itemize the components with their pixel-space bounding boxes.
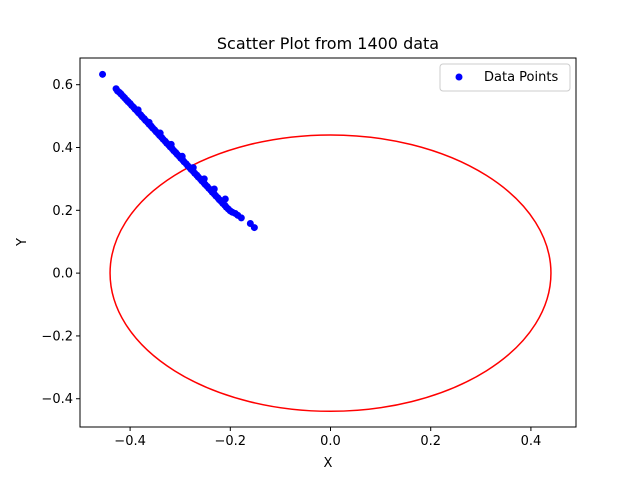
y-tick-label: 0.0 bbox=[52, 267, 73, 282]
chart-title: Scatter Plot from 1400 data bbox=[217, 34, 439, 53]
legend-marker bbox=[455, 73, 463, 81]
y-tick-label: 0.4 bbox=[52, 141, 73, 156]
x-axis-ticks: −0.4 −0.2 0.0 0.2 0.4 bbox=[114, 427, 541, 449]
data-point bbox=[210, 185, 218, 193]
legend-box bbox=[439, 63, 571, 92]
x-tick-label: −0.4 bbox=[114, 434, 146, 449]
y-axis-label: Y bbox=[15, 238, 30, 247]
x-tick-label: 0.4 bbox=[521, 434, 542, 449]
data-point bbox=[134, 106, 142, 114]
red-ellipse-curve bbox=[109, 134, 552, 413]
plot-frame bbox=[79, 57, 577, 428]
legend: Data Points bbox=[439, 63, 571, 92]
data-point bbox=[237, 214, 245, 222]
plot-area bbox=[80, 58, 576, 427]
y-tick-label: 0.2 bbox=[52, 204, 73, 219]
data-point bbox=[99, 70, 107, 78]
y-tick-label: −0.2 bbox=[41, 329, 73, 344]
legend-label: Data Points bbox=[484, 70, 558, 85]
data-point bbox=[145, 118, 153, 126]
y-axis-ticks: −0.4 −0.2 0.0 0.2 0.4 0.6 bbox=[41, 78, 80, 407]
x-tick-label: −0.2 bbox=[215, 434, 247, 449]
x-axis-label: X bbox=[324, 456, 333, 471]
y-tick-label: −0.4 bbox=[41, 392, 73, 407]
data-point bbox=[167, 140, 175, 148]
data-point bbox=[200, 175, 208, 183]
data-point bbox=[189, 164, 197, 172]
data-point bbox=[178, 152, 186, 160]
data-point bbox=[156, 129, 164, 137]
points-layer bbox=[99, 70, 258, 232]
ellipse-layer bbox=[109, 134, 552, 413]
x-tick-label: 0.2 bbox=[420, 434, 441, 449]
data-point bbox=[221, 195, 229, 203]
data-point bbox=[250, 224, 258, 232]
x-tick-label: 0.0 bbox=[320, 434, 341, 449]
y-tick-label: 0.6 bbox=[52, 78, 73, 93]
